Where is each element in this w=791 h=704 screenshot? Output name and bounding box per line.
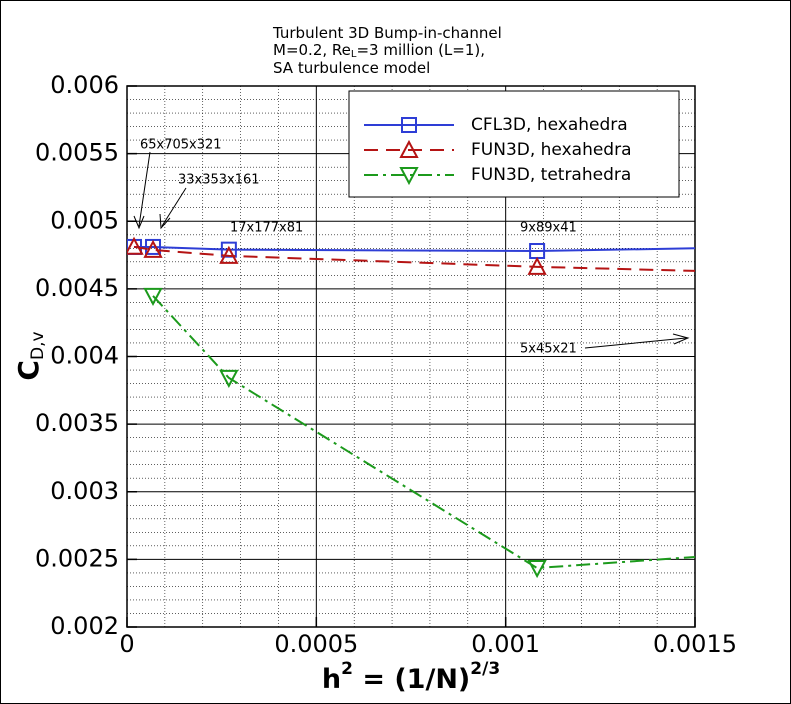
legend-marker bbox=[399, 167, 419, 186]
chart-title: SA turbulence model bbox=[273, 59, 430, 77]
annotation: 9x89x41 bbox=[520, 221, 577, 236]
legend-marker bbox=[399, 139, 419, 158]
arrow bbox=[584, 337, 687, 349]
series bbox=[143, 287, 695, 579]
y-tick-label: 0.004 bbox=[50, 342, 119, 370]
marker bbox=[527, 256, 547, 275]
x-tick-label: 0.001 bbox=[471, 630, 540, 658]
marker bbox=[219, 245, 239, 264]
arrow bbox=[138, 151, 151, 227]
y-tick-label: 0.0055 bbox=[35, 139, 119, 167]
x-tick-label: 0.0015 bbox=[653, 630, 737, 658]
title-part: M=0.2, Re bbox=[273, 41, 351, 59]
marker bbox=[127, 236, 144, 255]
x-label-part: 2/3 bbox=[470, 659, 500, 679]
x-tick-label: 0 bbox=[119, 630, 134, 658]
annotation: 17x177x81 bbox=[230, 221, 303, 236]
arrow-head bbox=[133, 215, 145, 230]
y-tick-label: 0.0035 bbox=[35, 409, 119, 437]
marker bbox=[219, 369, 239, 388]
y-tick-label: 0.003 bbox=[50, 477, 119, 505]
y-tick-label: 0.0025 bbox=[35, 544, 119, 572]
x-label-part: = (1/N) bbox=[353, 664, 470, 695]
annotation: 5x45x21 bbox=[520, 342, 577, 357]
legend-marker bbox=[401, 117, 417, 133]
y-label-part: C bbox=[12, 360, 45, 381]
legend-label: CFL3D, hexahedra bbox=[471, 115, 628, 135]
title-part: L bbox=[351, 49, 357, 60]
title-part: =3 million (L=1), bbox=[356, 41, 485, 59]
arrow-head bbox=[672, 333, 690, 345]
legend-label: FUN3D, hexahedra bbox=[471, 140, 632, 160]
chart-title: M=0.2, ReL=3 million (L=1), bbox=[273, 41, 485, 61]
legend-label: FUN3D, tetrahedra bbox=[471, 165, 631, 185]
marker bbox=[143, 287, 163, 307]
annotation: 33x353x161 bbox=[178, 173, 260, 188]
marker bbox=[143, 239, 163, 258]
y-tick-label: 0.005 bbox=[50, 206, 119, 234]
series-line bbox=[133, 245, 695, 272]
x-tick-label: 0.0005 bbox=[274, 630, 358, 658]
legend-box bbox=[348, 90, 680, 198]
marker bbox=[527, 560, 547, 579]
series bbox=[127, 236, 695, 275]
y-label-part: D,v bbox=[28, 331, 48, 360]
annotation: 65x705x321 bbox=[140, 138, 222, 153]
series-line bbox=[152, 295, 695, 570]
y-tick-label: 0.006 bbox=[50, 71, 119, 99]
y-axis-label: CD,v bbox=[12, 331, 48, 380]
x-label-part: 2 bbox=[341, 659, 353, 679]
y-tick-label: 0.0045 bbox=[35, 274, 119, 302]
chart-title: Turbulent 3D Bump-in-channel bbox=[272, 24, 502, 42]
x-axis-label: h2 = (1/N)2/3 bbox=[322, 659, 500, 695]
x-label-part: h bbox=[322, 664, 341, 695]
plot-area bbox=[126, 85, 696, 628]
legend: CFL3D, hexahedra FUN3D, hexahedra FUN3D, t… bbox=[348, 90, 680, 198]
y-tick-label: 0.002 bbox=[50, 612, 119, 640]
title-part: Turbulent 3D Bump-in-channel bbox=[272, 24, 502, 42]
title-part: SA turbulence model bbox=[273, 59, 430, 77]
